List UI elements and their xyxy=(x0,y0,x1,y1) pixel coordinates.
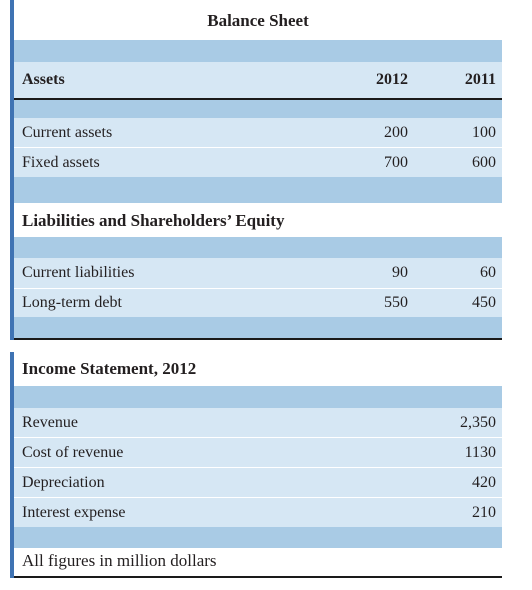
band xyxy=(14,527,502,548)
band xyxy=(14,386,502,408)
bottom-rule xyxy=(14,576,502,578)
band xyxy=(14,40,502,62)
band xyxy=(14,100,502,118)
value-2011: 450 xyxy=(472,294,496,311)
row-label: Revenue xyxy=(22,413,78,431)
row-value: 210 xyxy=(472,503,496,521)
row-value: 420 xyxy=(472,473,496,491)
liabilities-heading: Liabilities and Shareholders’ Equity xyxy=(22,211,285,230)
table-row: Depreciation 420 xyxy=(14,468,502,497)
table-row: Current liabilities 90 60 xyxy=(14,258,502,288)
table-row: Fixed assets 700 600 xyxy=(14,148,502,177)
income-statement-title: Income Statement, 2012 xyxy=(22,359,197,378)
band xyxy=(14,177,502,203)
row-label: Cost of revenue xyxy=(22,443,124,461)
band xyxy=(14,237,502,258)
row-separator xyxy=(14,147,502,148)
income-statement-panel: Income Statement, 2012 Revenue 2,350 Cos… xyxy=(10,352,506,578)
assets-header-row: Assets 2012 2011 xyxy=(14,62,502,98)
assets-heading: Assets xyxy=(22,71,65,88)
year-2012-header: 2012 xyxy=(376,71,408,88)
footnote: All figures in million dollars xyxy=(22,551,217,570)
row-value: 2,350 xyxy=(460,413,496,431)
header-rule xyxy=(14,98,502,100)
row-label: Long-term debt xyxy=(22,294,122,311)
balance-sheet-panel: Balance Sheet Assets 2012 2011 Current a… xyxy=(10,0,506,340)
row-label: Current liabilities xyxy=(22,264,135,281)
footnote-row: All figures in million dollars xyxy=(14,548,502,576)
band xyxy=(14,317,502,338)
value-2011: 600 xyxy=(472,153,496,171)
table-row: Current assets 200 100 xyxy=(14,118,502,147)
row-label: Fixed assets xyxy=(22,153,100,171)
value-2011: 100 xyxy=(472,123,496,141)
table-row: Interest expense 210 xyxy=(14,498,502,527)
row-value: 1130 xyxy=(464,443,496,461)
value-2012: 200 xyxy=(384,123,408,141)
bottom-rule xyxy=(14,338,502,340)
balance-sheet-title-row: Balance Sheet xyxy=(14,0,502,40)
income-statement-title-row: Income Statement, 2012 xyxy=(14,352,502,386)
value-2012: 550 xyxy=(384,294,408,311)
row-label: Interest expense xyxy=(22,503,126,521)
liabilities-header-row: Liabilities and Shareholders’ Equity xyxy=(14,203,502,237)
value-2012: 90 xyxy=(392,264,408,281)
table-row: Cost of revenue 1130 xyxy=(14,438,502,467)
row-label: Depreciation xyxy=(22,473,105,491)
table-row: Long-term debt 550 450 xyxy=(14,289,502,317)
row-separator xyxy=(14,467,502,468)
row-separator xyxy=(14,497,502,498)
row-separator xyxy=(14,288,502,289)
row-separator xyxy=(14,437,502,438)
value-2011: 60 xyxy=(480,264,496,281)
row-label: Current assets xyxy=(22,123,113,141)
table-row: Revenue 2,350 xyxy=(14,408,502,437)
balance-sheet-title: Balance Sheet xyxy=(207,11,309,30)
value-2012: 700 xyxy=(384,153,408,171)
year-2011-header: 2011 xyxy=(464,71,496,88)
